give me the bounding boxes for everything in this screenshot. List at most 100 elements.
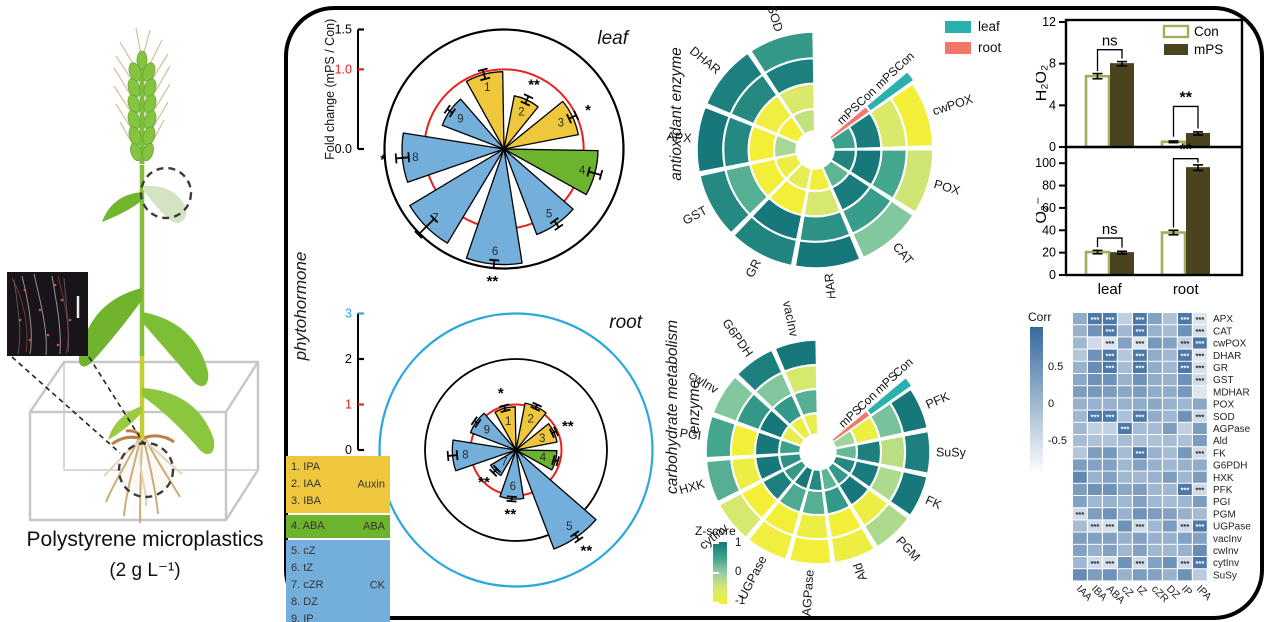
corr-stars: *** bbox=[1076, 510, 1085, 519]
corr-cell-G6PDH-cZ bbox=[1118, 459, 1132, 471]
corr-cell-PGM-DZ bbox=[1163, 508, 1177, 520]
corr-cell-FK-cZR bbox=[1148, 447, 1162, 459]
corr-row-label-vacInv: vacInv bbox=[1213, 534, 1242, 545]
corr-cell-DHAR-IPA bbox=[1193, 349, 1207, 361]
corr-cell-PGM-IAA bbox=[1073, 508, 1087, 520]
setup-caption-line2: (2 g L⁻¹) bbox=[109, 560, 181, 581]
hormone-item: 7. cZR bbox=[291, 579, 324, 591]
wedge-number: 3 bbox=[558, 118, 564, 130]
corr-cell-DHAR-DZ bbox=[1163, 349, 1177, 361]
corr-row-label-GST: GST bbox=[1213, 375, 1234, 386]
corr-cell-GST-ABA bbox=[1103, 374, 1117, 386]
corr-stars: *** bbox=[1136, 339, 1145, 348]
wheel-cell-AGPase bbox=[788, 535, 833, 565]
corr-cell-HXK-IBA bbox=[1088, 471, 1102, 483]
corr-row-label-SOD: SOD bbox=[1213, 412, 1235, 423]
corr-cell-GST-IBA bbox=[1088, 374, 1102, 386]
corr-cell-cytInv-IPA bbox=[1193, 557, 1207, 569]
corr-stars: *** bbox=[1136, 364, 1145, 373]
corr-cell-FK-DZ bbox=[1163, 447, 1177, 459]
corr-cell-MDHAR-ABA bbox=[1103, 386, 1117, 398]
corr-cell-APX-DZ bbox=[1163, 313, 1177, 325]
corr-cell-SuSy-cZR bbox=[1148, 569, 1162, 581]
corr-stars: *** bbox=[1136, 315, 1145, 324]
tissue-legend: leaf root bbox=[945, 16, 1001, 58]
sector-label-HXK: HXK bbox=[678, 477, 707, 498]
corr-cell-cwPOX-tZ bbox=[1133, 337, 1147, 349]
wedge-number: 9 bbox=[457, 114, 463, 126]
corr-cell-vacInv-cZ bbox=[1118, 532, 1132, 544]
corr-cell-HXK-ABA bbox=[1103, 471, 1117, 483]
corr-cell-UGPase-IAA bbox=[1073, 520, 1087, 532]
corr-cell-G6PDH-IP bbox=[1178, 459, 1192, 471]
corr-cell-vacInv-IP bbox=[1178, 532, 1192, 544]
tissue-swatch-root bbox=[945, 41, 971, 54]
corr-cell-DHAR-IP bbox=[1178, 349, 1192, 361]
corr-cell-PGI-IAA bbox=[1073, 496, 1087, 508]
corr-cell-DHAR-cZ bbox=[1118, 349, 1132, 361]
hormone-group-Auxin: 1. IPA 2. IAA 3. IBA Auxin bbox=[286, 456, 390, 513]
corr-cell-UGPase-cZR bbox=[1148, 520, 1162, 532]
wheel-cell-PGI bbox=[730, 423, 760, 458]
corr-tick-neg: -0.5 bbox=[1048, 435, 1067, 447]
antioxidant-wheel-chart: cwPOXPOXCATMDHARGRGSTAPXDHARSODConmPSCon… bbox=[666, 6, 975, 298]
corr-cell-Ald-tZ bbox=[1133, 435, 1147, 447]
legend-swatch-Con bbox=[1162, 24, 1190, 39]
corr-cell-GR-ABA bbox=[1103, 361, 1117, 373]
corr-stars: *** bbox=[1136, 449, 1145, 458]
corr-cell-SuSy-DZ bbox=[1163, 569, 1177, 581]
sig-stars: * bbox=[498, 385, 504, 402]
corr-row-label-cytInv: cytInv bbox=[1213, 558, 1239, 569]
corr-stars: *** bbox=[1136, 327, 1145, 336]
hormone-item: 8. DZ bbox=[291, 596, 318, 608]
corr-cell-CAT-DZ bbox=[1163, 325, 1177, 337]
hormone-group-CK: 5. cZ 6. tZ 7. cZR 8. DZ 9. IP CK bbox=[286, 540, 390, 622]
scale-ring bbox=[383, 28, 625, 270]
corr-cell-MDHAR-IPA bbox=[1193, 386, 1207, 398]
y-axis-label: H₂O₂ bbox=[1036, 65, 1050, 101]
axis-title: Fold change (mPS / Con) bbox=[323, 19, 337, 160]
corr-cell-CAT-tZ bbox=[1133, 325, 1147, 337]
wedge-number: 6 bbox=[510, 481, 516, 493]
y-tick-label: 12 bbox=[1042, 15, 1056, 29]
corr-cell-PGM-tZ bbox=[1133, 508, 1147, 520]
corr-cell-cwPOX-IBA bbox=[1088, 337, 1102, 349]
corr-cell-HXK-tZ bbox=[1133, 471, 1147, 483]
corr-cell-CAT-IBA bbox=[1088, 325, 1102, 337]
corr-cell-POX-cZR bbox=[1148, 398, 1162, 410]
corr-cell-GR-cZR bbox=[1148, 361, 1162, 373]
corr-cell-SOD-tZ bbox=[1133, 410, 1147, 422]
corr-cell-GST-IP bbox=[1178, 374, 1192, 386]
y-tick-label: 0 bbox=[1049, 140, 1056, 154]
root-micrograph bbox=[7, 272, 88, 356]
corr-stars: *** bbox=[1181, 559, 1190, 568]
zscore-tick-min: -1 bbox=[735, 595, 746, 607]
wedge-number: 2 bbox=[527, 413, 533, 425]
corr-cell-PGI-tZ bbox=[1133, 496, 1147, 508]
corr-cell-SuSy-IBA bbox=[1088, 569, 1102, 581]
sector-label-G6PDH: G6PDH bbox=[719, 316, 755, 359]
error-cap bbox=[506, 495, 517, 499]
wheel-cell-APX bbox=[773, 134, 799, 159]
wheat-spike-icon bbox=[113, 27, 171, 164]
corr-cell-vacInv-cZR bbox=[1148, 532, 1162, 544]
axis-tick-label: 1.0 bbox=[335, 62, 352, 76]
corr-cell-vacInv-IPA bbox=[1193, 532, 1207, 544]
corr-cell-PGM-IPA bbox=[1193, 508, 1207, 520]
corr-row-label-AGPase: AGPase bbox=[1213, 424, 1251, 435]
hormone-legend: 1. IPA 2. IAA 3. IBA Auxin 4. ABA ABA 5. cZ 6. … bbox=[286, 456, 390, 622]
zscore-tick-mid: 0 bbox=[735, 566, 742, 578]
corr-cell-GST-tZ bbox=[1133, 374, 1147, 386]
error-cap bbox=[566, 113, 572, 124]
corr-cell-PGM-IP bbox=[1178, 508, 1192, 520]
sector-label-SuSy: SuSy bbox=[936, 445, 967, 459]
corr-cell-UGPase-IBA bbox=[1088, 520, 1102, 532]
zscore-tick-max: 1 bbox=[735, 537, 742, 549]
corr-row-label-UGPase: UGPase bbox=[1213, 522, 1251, 533]
corr-cell-POX-cZ bbox=[1118, 398, 1132, 410]
tissue-arc-root bbox=[832, 411, 870, 441]
corr-stars: *** bbox=[1091, 559, 1100, 568]
error-cap bbox=[499, 403, 510, 408]
corr-stars: *** bbox=[1121, 425, 1130, 434]
corr-cell-FK-IBA bbox=[1088, 447, 1102, 459]
